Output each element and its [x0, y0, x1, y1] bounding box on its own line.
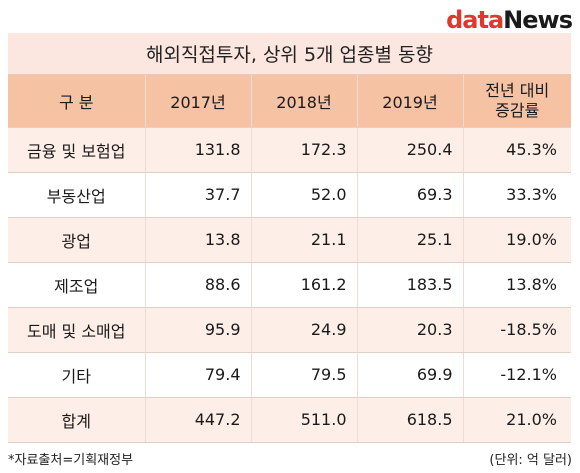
- unit-note: (단위: 억 달러): [489, 453, 572, 468]
- table-title: 해외직접투자, 상위 5개 업종별 동향: [8, 33, 571, 75]
- row-2018: 172.3: [251, 127, 358, 173]
- logo-news-text: News: [503, 6, 573, 34]
- row-2019: 183.5: [357, 262, 464, 308]
- row-2019: 20.3: [357, 307, 464, 353]
- row-change: 19.0%: [463, 217, 571, 263]
- table-row: 광업 13.8 21.1 25.1 19.0%: [8, 217, 571, 263]
- row-2019: 69.3: [357, 172, 464, 218]
- table-row: 도매 및 소매업 95.9 24.9 20.3 -18.5%: [8, 307, 571, 353]
- header-row: 구 분 2017년 2018년 2019년 전년 대비 증감률: [8, 75, 571, 128]
- row-2018: 24.9: [251, 307, 358, 353]
- table-row: 금융 및 보험업 131.8 172.3 250.4 45.3%: [8, 127, 571, 173]
- table-row: 제조업 88.6 161.2 183.5 13.8%: [8, 262, 571, 308]
- row-category: 도매 및 소매업: [8, 307, 146, 353]
- row-2018: 21.1: [251, 217, 358, 263]
- row-change: -18.5%: [463, 307, 571, 353]
- row-category: 기타: [8, 352, 146, 398]
- row-2017: 88.6: [145, 262, 252, 308]
- row-change: 45.3%: [463, 127, 571, 173]
- row-2019: 25.1: [357, 217, 464, 263]
- row-2018: 79.5: [251, 352, 358, 398]
- row-change: 13.8%: [463, 262, 571, 308]
- table-row: 기타 79.4 79.5 69.9 -12.1%: [8, 352, 571, 398]
- table-row: 부동산업 37.7 52.0 69.3 33.3%: [8, 172, 571, 218]
- row-2017: 79.4: [145, 352, 252, 398]
- row-2019: 250.4: [357, 127, 464, 173]
- logo-data-text: data: [446, 6, 504, 34]
- datanews-logo: dataNews: [446, 6, 573, 34]
- row-change: 21.0%: [463, 397, 571, 443]
- row-2017: 447.2: [145, 397, 252, 443]
- table-footer: *자료출처=기획재정부 (단위: 억 달러): [8, 449, 572, 469]
- header-category: 구 분: [8, 75, 146, 128]
- investment-table: 구 분 2017년 2018년 2019년 전년 대비 증감률 금융 및 보험업…: [8, 75, 571, 443]
- row-2017: 131.8: [145, 127, 252, 173]
- row-category: 부동산업: [8, 172, 146, 218]
- table-row-total: 합계 447.2 511.0 618.5 21.0%: [8, 397, 571, 443]
- row-category: 제조업: [8, 262, 146, 308]
- header-change: 전년 대비 증감률: [463, 75, 571, 128]
- row-2017: 37.7: [145, 172, 252, 218]
- header-2019: 2019년: [357, 75, 464, 128]
- row-2018: 161.2: [251, 262, 358, 308]
- row-category: 광업: [8, 217, 146, 263]
- header-change-line1: 전년 대비: [485, 80, 550, 100]
- header-2018: 2018년: [251, 75, 358, 128]
- source-note: *자료출처=기획재정부: [8, 453, 134, 468]
- row-2018: 52.0: [251, 172, 358, 218]
- header-change-line2: 증감률: [495, 100, 540, 120]
- row-2019: 69.9: [357, 352, 464, 398]
- row-category: 금융 및 보험업: [8, 127, 146, 173]
- row-2018: 511.0: [251, 397, 358, 443]
- header-2017: 2017년: [145, 75, 252, 128]
- row-change: 33.3%: [463, 172, 571, 218]
- row-2017: 13.8: [145, 217, 252, 263]
- row-2019: 618.5: [357, 397, 464, 443]
- row-change: -12.1%: [463, 352, 571, 398]
- row-2017: 95.9: [145, 307, 252, 353]
- row-category: 합계: [8, 397, 146, 443]
